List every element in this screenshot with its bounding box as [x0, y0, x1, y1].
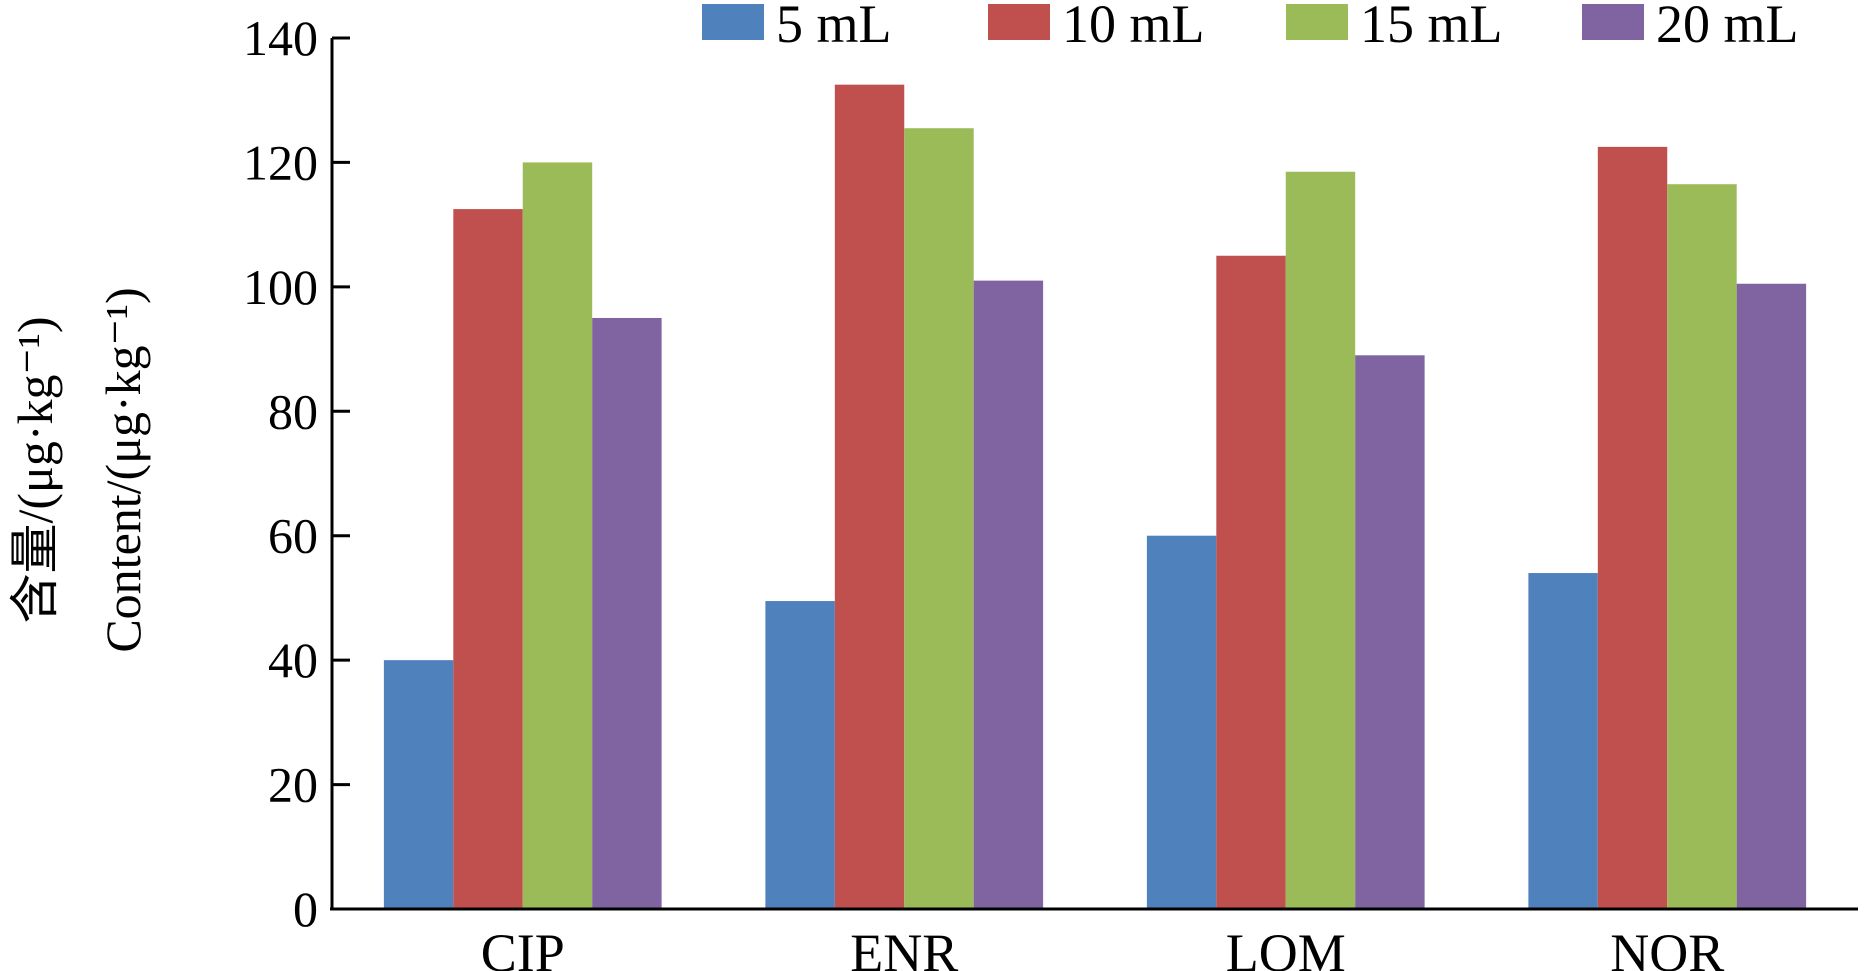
- bar-enr-20ml: [973, 280, 1044, 909]
- y-tick-label: 0: [293, 881, 318, 937]
- x-tick-label-lom: LOM: [1226, 923, 1346, 971]
- bar-enr-10ml: [834, 84, 905, 910]
- bar-lom-5ml: [1146, 535, 1217, 909]
- legend-swatch-15ml: [1286, 4, 1348, 40]
- x-tick-label-nor: NOR: [1610, 923, 1724, 971]
- y-axis-title: 含量/(μg·kg⁻¹) Content/(μg·kg⁻¹): [7, 287, 151, 652]
- legend-label-5ml: 5 mL: [776, 0, 892, 54]
- y-axis-label-cn: 含量/(μg·kg⁻¹): [7, 316, 63, 623]
- bar-cip-10ml: [453, 209, 523, 909]
- bar-group: [383, 84, 1807, 910]
- bar-lom-10ml: [1216, 255, 1286, 909]
- y-tick-label: 40: [268, 632, 318, 688]
- y-tick-label: 80: [268, 383, 318, 439]
- bar-lom-20ml: [1355, 355, 1425, 909]
- bar-nor-15ml: [1667, 184, 1737, 910]
- y-tick-label: 100: [243, 259, 318, 315]
- legend-swatch-20ml: [1582, 4, 1644, 40]
- y-axis-label-en: Content/(μg·kg⁻¹): [95, 287, 151, 652]
- bar-cip-20ml: [592, 317, 662, 909]
- y-tick-label: 120: [243, 134, 318, 190]
- legend-swatch-5ml: [702, 4, 764, 40]
- bar-nor-20ml: [1736, 283, 1807, 909]
- bar-lom-15ml: [1285, 171, 1356, 909]
- bar-nor-10ml: [1597, 146, 1668, 909]
- bar-nor-5ml: [1528, 573, 1598, 909]
- legend: 5 mL 10 mL 15 mL 20 mL: [702, 0, 1799, 54]
- legend-label-10ml: 10 mL: [1062, 0, 1205, 54]
- bar-cip-5ml: [383, 660, 454, 909]
- y-ticks: 0 20 40 60 80 100 120 140: [243, 10, 350, 937]
- axes: [330, 38, 1858, 911]
- bar-enr-15ml: [904, 128, 974, 910]
- legend-label-20ml: 20 mL: [1656, 0, 1799, 54]
- y-tick-label: 20: [268, 757, 318, 813]
- bar-enr-5ml: [765, 601, 835, 909]
- y-tick-label: 140: [243, 10, 318, 66]
- legend-label-15ml: 15 mL: [1360, 0, 1503, 54]
- x-tick-labels: CIP ENR LOM NOR: [481, 923, 1725, 971]
- x-tick-label-cip: CIP: [481, 923, 565, 971]
- bar-cip-15ml: [522, 162, 593, 909]
- legend-swatch-10ml: [988, 4, 1050, 40]
- x-tick-label-enr: ENR: [850, 923, 958, 971]
- y-tick-label: 60: [268, 508, 318, 564]
